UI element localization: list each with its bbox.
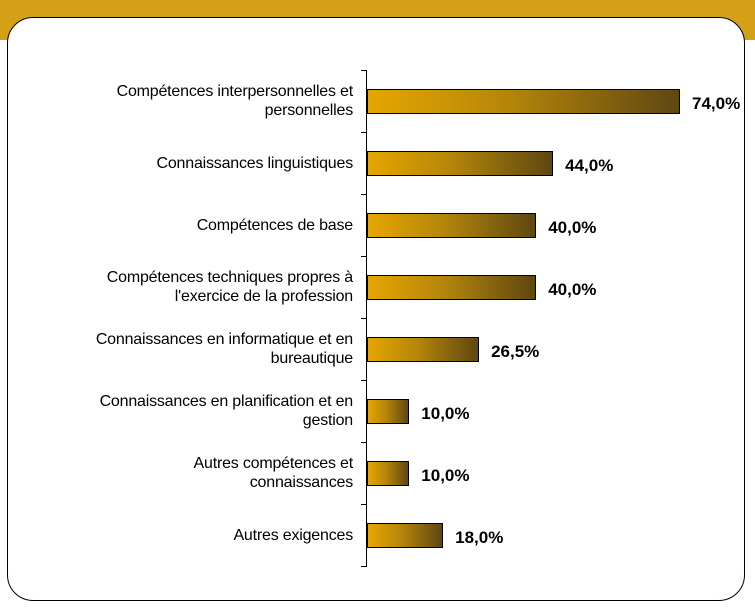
value-label: 26,5% — [491, 342, 540, 361]
category-label: Connaissances en planification et en ges… — [99, 393, 354, 429]
axis-tick — [361, 504, 367, 505]
bar — [367, 398, 410, 424]
value-label: 40,0% — [548, 218, 597, 237]
bar — [367, 522, 444, 548]
axis-tick — [361, 318, 367, 319]
axis-tick — [361, 442, 367, 443]
axis-tick — [361, 566, 367, 567]
axis-tick — [361, 256, 367, 257]
category-label: Connaissances linguistiques — [156, 154, 354, 172]
bar — [367, 336, 480, 362]
category-label: Autres compétences et connaissances — [193, 455, 354, 491]
value-label: 40,0% — [548, 280, 597, 299]
chart-frame — [7, 17, 745, 601]
value-label: 10,0% — [421, 404, 470, 423]
bar — [367, 150, 554, 176]
bar — [367, 88, 681, 114]
bar — [367, 460, 410, 486]
axis-tick — [361, 194, 367, 195]
category-label: Compétences interpersonnelles et personn… — [116, 83, 354, 119]
value-label: 10,0% — [421, 466, 470, 485]
value-label: 74,0% — [692, 94, 741, 113]
category-label: Connaissances en informatique et en bure… — [95, 331, 353, 367]
axis-tick — [361, 380, 367, 381]
axis-tick — [361, 70, 367, 71]
category-label: Compétences de base — [196, 216, 354, 234]
category-label: Compétences techniques propres à l'exerc… — [106, 269, 353, 305]
bar — [367, 274, 537, 300]
axis-tick — [361, 132, 367, 133]
category-label: Autres exigences — [233, 526, 353, 544]
bar — [367, 212, 537, 238]
value-label: 44,0% — [565, 156, 614, 175]
value-label: 18,0% — [455, 528, 504, 547]
